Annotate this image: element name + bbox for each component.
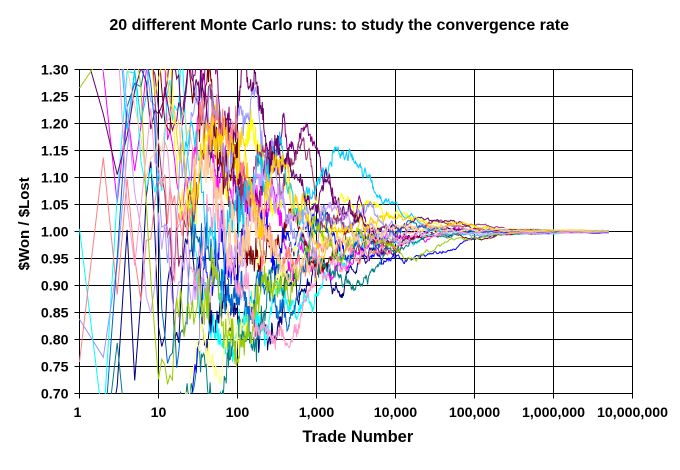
svg-text:1.10: 1.10 [41,171,69,187]
svg-text:0.75: 0.75 [41,360,69,376]
svg-text:0.85: 0.85 [41,306,69,322]
svg-text:1.30: 1.30 [41,63,69,79]
svg-text:0.90: 0.90 [41,279,69,295]
svg-text:1.00: 1.00 [41,225,69,241]
svg-text:10,000,000: 10,000,000 [597,405,668,421]
svg-text:0.95: 0.95 [41,252,69,268]
svg-text:1,000,000: 1,000,000 [522,405,585,421]
svg-text:1,000: 1,000 [299,405,335,421]
svg-text:1: 1 [74,405,82,421]
svg-text:Trade Number: Trade Number [302,428,414,446]
svg-text:20 different Monte Carlo runs:: 20 different Monte Carlo runs: to study … [109,17,569,34]
svg-text:10: 10 [151,405,167,421]
svg-text:0.70: 0.70 [41,387,69,403]
svg-text:1.25: 1.25 [41,90,69,106]
svg-text:1.05: 1.05 [41,198,69,214]
svg-text:$Won / $Lost: $Won / $Lost [16,177,33,270]
svg-text:10,000: 10,000 [374,405,418,421]
svg-text:1.15: 1.15 [41,144,69,160]
svg-text:100,000: 100,000 [449,405,500,421]
svg-text:0.80: 0.80 [41,333,69,349]
svg-text:100: 100 [226,405,250,421]
svg-text:1.20: 1.20 [41,117,69,133]
